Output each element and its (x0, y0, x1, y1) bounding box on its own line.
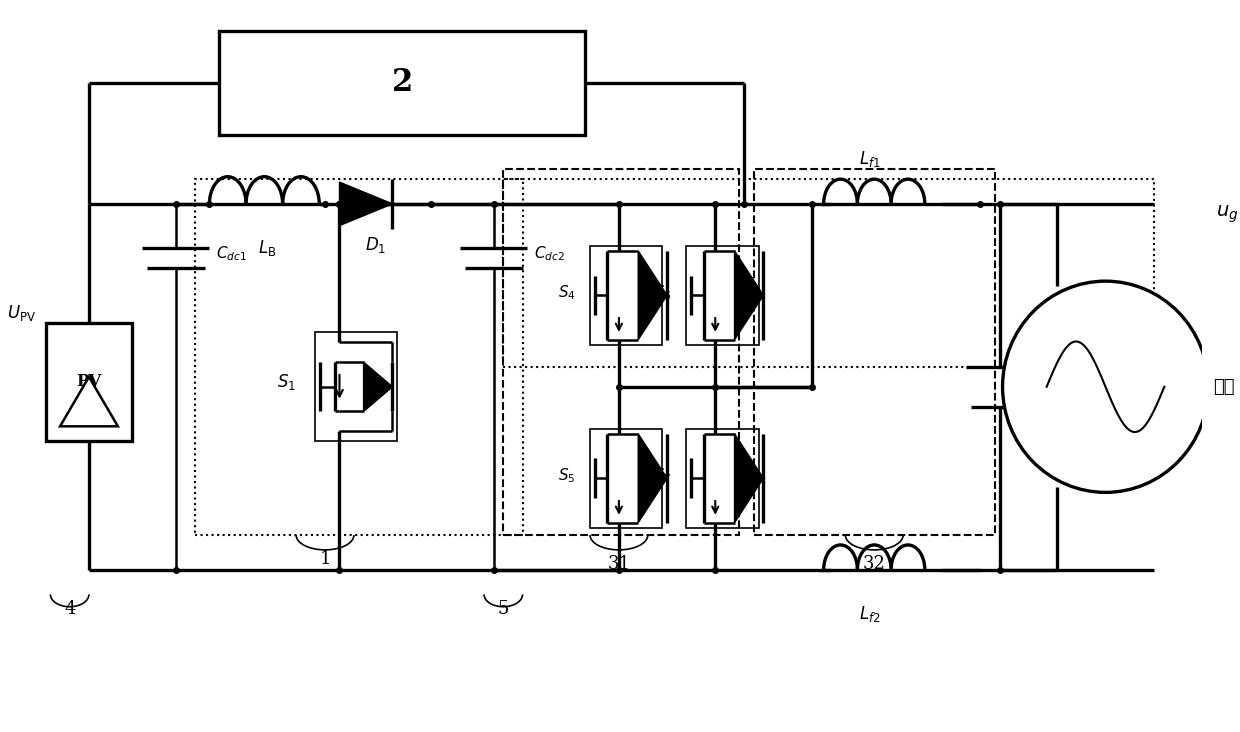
Circle shape (1003, 281, 1209, 493)
Text: $S_4$: $S_4$ (558, 283, 575, 302)
Polygon shape (639, 434, 667, 523)
Bar (590, 429, 662, 528)
Text: 1: 1 (319, 550, 331, 568)
Text: 5: 5 (497, 600, 508, 619)
Text: $L_{f1}$: $L_{f1}$ (858, 149, 880, 169)
Text: $C_{dc1}$: $C_{dc1}$ (216, 244, 247, 263)
Text: $C_f$: $C_f$ (1043, 372, 1061, 392)
Bar (219, 31, 585, 135)
Text: $C_{dc2}$: $C_{dc2}$ (534, 244, 565, 263)
Text: $U_{\rm PV}$: $U_{\rm PV}$ (7, 302, 36, 323)
Text: $S_1$: $S_1$ (278, 372, 296, 392)
Bar (315, 332, 397, 441)
Polygon shape (734, 434, 764, 523)
Text: 电网: 电网 (1213, 378, 1235, 396)
Polygon shape (734, 251, 764, 340)
Bar (503, 169, 739, 535)
Text: $D_1$: $D_1$ (365, 236, 386, 255)
Polygon shape (340, 182, 393, 225)
Polygon shape (639, 251, 667, 340)
Bar (754, 169, 994, 535)
Text: 32: 32 (863, 555, 885, 573)
Bar (687, 429, 759, 528)
Text: $S_6$: $S_6$ (653, 283, 672, 302)
Text: PV: PV (77, 373, 102, 390)
Text: 2: 2 (392, 67, 413, 98)
Bar (46, 323, 133, 441)
Text: $S_7$: $S_7$ (655, 466, 672, 485)
Text: $u_g$: $u_g$ (1216, 203, 1239, 225)
Text: 4: 4 (64, 600, 76, 619)
Bar (687, 246, 759, 345)
Bar (195, 179, 522, 535)
Bar (590, 246, 662, 345)
Text: $L_{\rm B}$: $L_{\rm B}$ (258, 239, 277, 258)
Text: 31: 31 (608, 555, 630, 573)
Text: $L_{f2}$: $L_{f2}$ (858, 604, 880, 624)
Text: $S_5$: $S_5$ (558, 466, 575, 485)
Polygon shape (363, 362, 393, 411)
Bar (503, 179, 1153, 367)
